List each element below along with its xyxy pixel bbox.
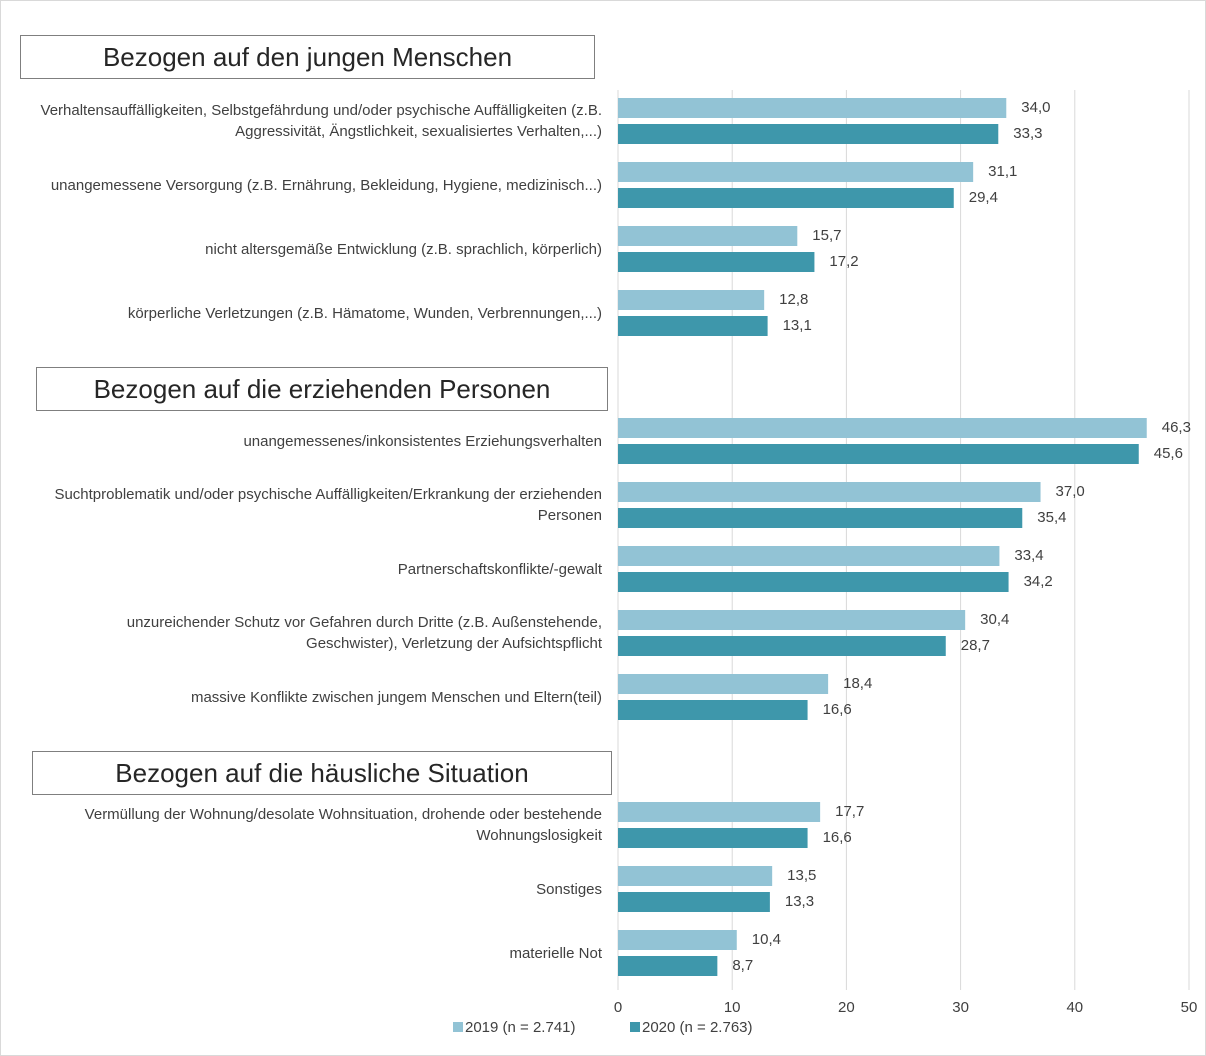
category-label-text: Verhaltensauffälligkeiten, Selbstgefährd…: [40, 102, 602, 140]
value-label: 18,4: [843, 675, 872, 692]
value-label: 33,4: [1014, 547, 1043, 564]
category-label: massive Konflikte zwischen jungem Mensch…: [40, 665, 602, 729]
category-label-text: materielle Not: [509, 944, 602, 962]
bar: [618, 572, 1009, 592]
x-tick-label: 10: [724, 999, 741, 1016]
value-label: 37,0: [1056, 483, 1085, 500]
value-label: 34,0: [1021, 99, 1050, 116]
x-tick-label: 40: [1066, 999, 1083, 1016]
category-label-text: unzureichender Schutz vor Gefahren durch…: [126, 614, 602, 652]
legend-swatch: [453, 1022, 463, 1032]
value-label: 13,1: [783, 317, 812, 334]
section-header: Bezogen auf die erziehenden Personen: [36, 367, 608, 411]
value-label: 45,6: [1154, 445, 1183, 462]
section-header-text: Bezogen auf die häusliche Situation: [115, 757, 529, 788]
category-label: materielle Not: [40, 921, 602, 985]
value-label: 17,7: [835, 803, 864, 820]
bar: [618, 482, 1041, 502]
bar: [618, 892, 770, 912]
category-label: unangemessene Versorgung (z.B. Ernährung…: [40, 153, 602, 217]
bar: [618, 802, 821, 822]
legend-label: 2019 (n = 2.741): [465, 1019, 576, 1036]
category-label: körperliche Verletzungen (z.B. Hämatome,…: [40, 281, 602, 345]
bar: [618, 508, 1023, 528]
category-label-text: nicht altersgemäße Entwicklung (z.B. spr…: [205, 240, 602, 258]
category-label: nicht altersgemäße Entwicklung (z.B. spr…: [40, 217, 602, 281]
category-label: Partnerschaftskonflikte/-gewalt: [40, 537, 602, 601]
bar: [618, 636, 946, 656]
value-label: 16,6: [823, 829, 852, 846]
x-tick-label: 0: [614, 999, 622, 1016]
bar: [618, 700, 808, 720]
bar: [618, 866, 773, 886]
bar: [618, 290, 765, 310]
bar: [618, 98, 1007, 118]
bar: [618, 956, 718, 976]
legend-swatch: [630, 1022, 640, 1032]
category-label-text: unangemessenes/inkonsistentes Erziehungs…: [243, 432, 602, 450]
value-label: 28,7: [961, 637, 990, 654]
x-tick-label: 50: [1181, 999, 1198, 1016]
category-label-text: Sonstiges: [536, 880, 602, 898]
section-header: Bezogen auf die häusliche Situation: [32, 751, 612, 795]
bar: [618, 316, 768, 336]
category-label-text: massive Konflikte zwischen jungem Mensch…: [190, 688, 602, 706]
bar: [618, 610, 966, 630]
value-label: 33,3: [1013, 125, 1042, 142]
category-label-text: unangemessene Versorgung (z.B. Ernährung…: [50, 176, 602, 194]
bar: [618, 828, 808, 848]
value-label: 17,2: [829, 253, 858, 270]
bar: [618, 162, 974, 182]
category-label-text: Vermüllung der Wohnung/desolate Wohnsitu…: [84, 806, 602, 844]
bar: [618, 674, 829, 694]
x-tick-label: 30: [952, 999, 969, 1016]
value-label: 46,3: [1162, 419, 1191, 436]
value-label: 12,8: [779, 291, 808, 308]
bar: [618, 418, 1147, 438]
value-label: 31,1: [988, 163, 1017, 180]
bar: [618, 124, 999, 144]
value-label: 15,7: [812, 227, 841, 244]
bar: [618, 188, 954, 208]
section-header-text: Bezogen auf die erziehenden Personen: [93, 373, 551, 404]
value-label: 34,2: [1024, 573, 1053, 590]
category-label: unzureichender Schutz vor Gefahren durch…: [40, 601, 602, 665]
bar: [618, 930, 737, 950]
bar: [618, 252, 815, 272]
category-label-text: Partnerschaftskonflikte/-gewalt: [397, 560, 602, 578]
category-label-text: körperliche Verletzungen (z.B. Hämatome,…: [127, 304, 602, 322]
category-label: unangemessenes/inkonsistentes Erziehungs…: [40, 409, 602, 473]
value-label: 10,4: [752, 931, 781, 948]
value-label: 8,7: [732, 957, 753, 974]
category-label: Suchtproblematik und/oder psychische Auf…: [40, 473, 602, 537]
bar: [618, 226, 798, 246]
value-label: 30,4: [980, 611, 1009, 628]
value-label: 29,4: [969, 189, 998, 206]
bar: [618, 546, 1000, 566]
x-tick-label: 20: [838, 999, 855, 1016]
bar: [618, 444, 1139, 464]
section-header: Bezogen auf den jungen Menschen: [20, 35, 595, 79]
section-header-text: Bezogen auf den jungen Menschen: [102, 41, 513, 72]
category-label: Verhaltensauffälligkeiten, Selbstgefährd…: [40, 89, 602, 153]
legend-label: 2020 (n = 2.763): [642, 1019, 753, 1036]
value-label: 13,3: [785, 893, 814, 910]
category-label: Sonstiges: [40, 857, 602, 921]
value-label: 35,4: [1037, 509, 1066, 526]
value-label: 13,5: [787, 867, 816, 884]
category-label-text: Suchtproblematik und/oder psychische Auf…: [54, 486, 602, 524]
value-label: 16,6: [823, 701, 852, 718]
category-label: Vermüllung der Wohnung/desolate Wohnsitu…: [40, 793, 602, 857]
